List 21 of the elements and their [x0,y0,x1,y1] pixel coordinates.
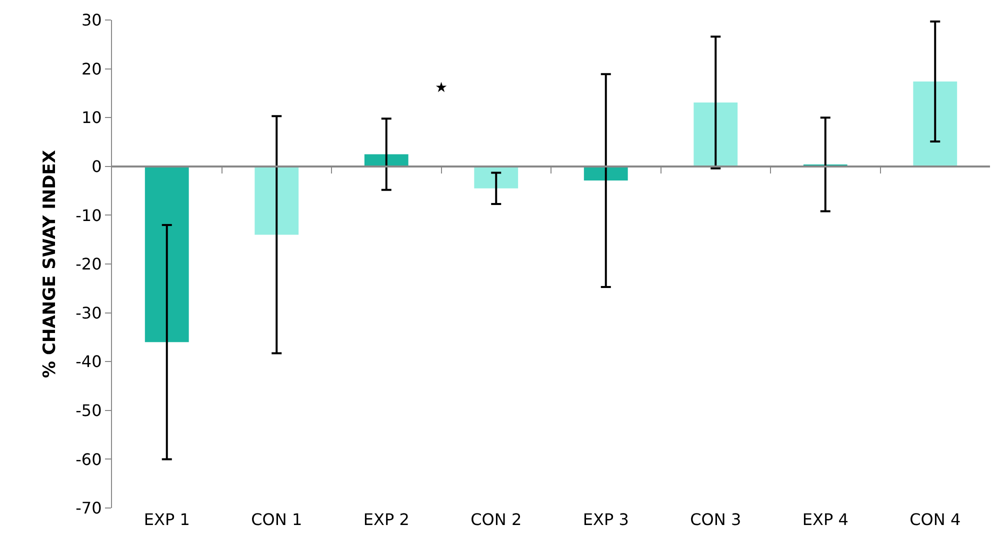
y-tick-label: -20 [76,254,102,274]
x-tick-label: CON 1 [251,510,302,529]
y-tick-label: -60 [76,450,102,469]
x-tick-label: EXP 2 [363,510,410,529]
y-tick-label: 20 [81,59,102,78]
y-axis-title: % CHANGE SWAY INDEX [40,150,60,378]
x-tick-label: CON 4 [910,510,961,529]
y-tick-label: -50 [76,401,102,420]
y-tick-label: 0 [92,157,102,176]
y-tick-label: 10 [81,108,102,128]
y-tick-label: 30 [81,10,102,30]
y-tick-label: -10 [76,206,102,225]
x-tick-label: EXP 3 [582,510,629,529]
annotation: ★ [435,80,448,96]
x-tick-label: CON 3 [690,510,742,529]
y-tick-label: -30 [76,303,102,322]
y-tick-label: -40 [76,352,102,372]
y-tick-label: -70 [76,498,102,518]
x-tick-label: CON 2 [470,510,522,529]
x-tick-label: EXP 4 [802,510,848,529]
x-tick-label: EXP 1 [144,510,190,529]
